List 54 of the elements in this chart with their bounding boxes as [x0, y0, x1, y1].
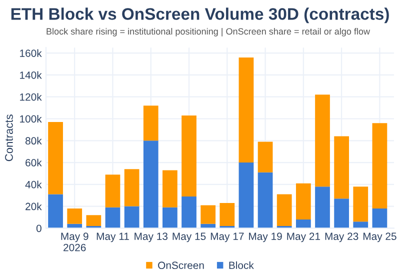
y-tick-label: 120k [20, 93, 42, 101]
bar [258, 142, 273, 172]
x-tick-label: May 21 [287, 232, 320, 242]
chart-title: ETH Block vs OnScreen Volume 30D (contracts) [11, 8, 389, 24]
bar [372, 208, 388, 228]
bar [182, 115, 196, 196]
bar [124, 169, 140, 206]
bar [353, 186, 368, 222]
bar [162, 170, 178, 208]
bar [162, 207, 178, 228]
bar [143, 140, 158, 228]
y-tick-label: 20k [26, 202, 42, 210]
bar [296, 219, 311, 228]
bar [124, 206, 140, 228]
legend-label: Block [229, 261, 254, 270]
x-tick-label: May 17 [210, 232, 244, 242]
bar [334, 198, 349, 228]
bar [334, 136, 349, 199]
x-tick-label: May 25 [363, 232, 396, 242]
x-tick-label: May 19 [249, 232, 282, 242]
bar [48, 122, 63, 194]
y-axis-title: Contracts [5, 114, 13, 162]
bar [67, 208, 82, 224]
bar [315, 186, 330, 228]
y-tick-label: 100k [20, 114, 42, 123]
y-tick-label: 80k [25, 136, 42, 145]
legend-label: OnScreen [158, 262, 204, 270]
x-tick-label: May 9 2026 [61, 232, 88, 252]
bar [48, 194, 63, 228]
bar [105, 207, 120, 228]
bar [200, 205, 216, 224]
x-tick-label: May 11 [96, 232, 129, 242]
y-tick-label: 40k [25, 180, 42, 188]
bar [258, 172, 273, 228]
chart-subtitle: Block share rising = institutional positioning | OnScreen share = retail or algo flow [46, 28, 370, 36]
bar [296, 183, 311, 220]
bar [276, 194, 292, 226]
y-tick-label: 160k [20, 49, 42, 57]
y-tick-label: 60k [26, 158, 42, 166]
x-tick-label: May 13 [134, 232, 168, 242]
x-tick-label: May 23 [325, 232, 358, 242]
bar [372, 123, 388, 208]
y-tick-label: 0 [36, 224, 42, 232]
bar [220, 203, 235, 226]
x-tick-label: May 15 [172, 232, 206, 242]
bar [86, 215, 102, 226]
bar [238, 162, 254, 228]
bar [353, 222, 368, 228]
bar [182, 196, 196, 228]
bar [315, 94, 330, 187]
y-tick-label: 140k [20, 71, 42, 79]
bar [143, 106, 158, 141]
bar [105, 174, 120, 208]
bar [238, 57, 254, 163]
